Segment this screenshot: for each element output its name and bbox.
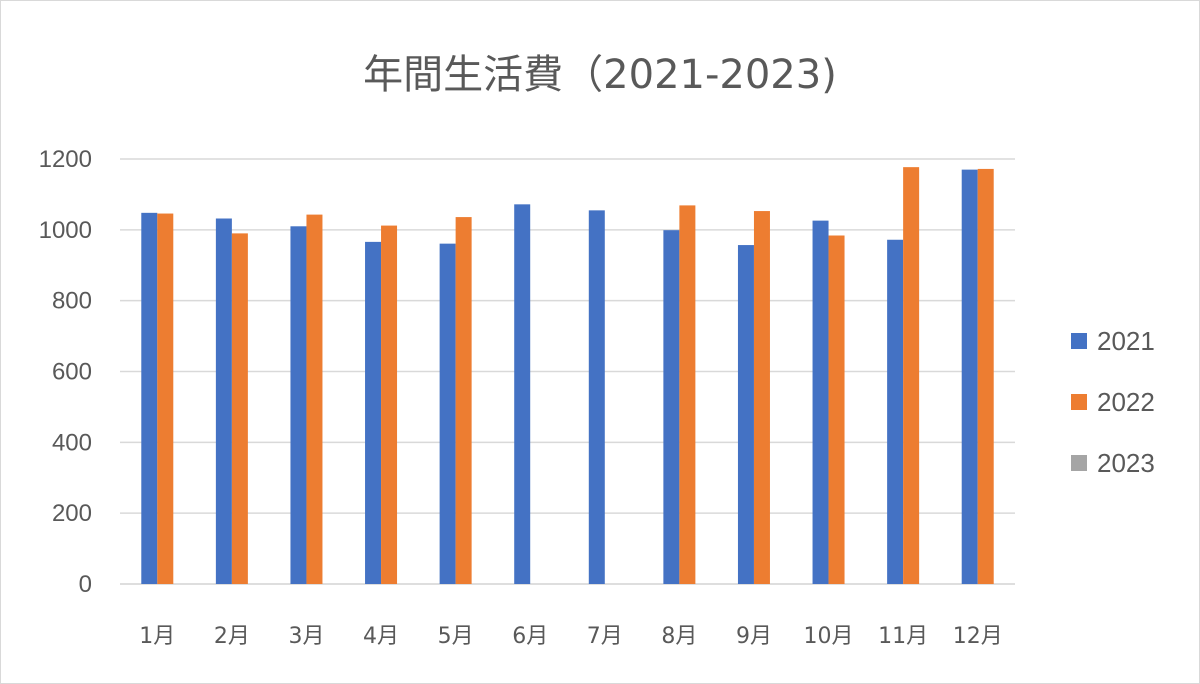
bar-2021-2月 xyxy=(215,218,232,584)
bar-2021-6月 xyxy=(514,204,531,585)
x-tick-label: 9月 xyxy=(736,624,772,649)
bar-2022-2月 xyxy=(231,233,248,584)
x-axis-category-labels: 1月 2月 3月 4月 5月 6月 7月 8月 9月 10月 11月 12月 xyxy=(139,624,1002,649)
bar-2021-11月 xyxy=(887,239,904,584)
x-tick-label: 10月 xyxy=(804,624,854,649)
bar-2022-10月 xyxy=(828,235,845,584)
bars xyxy=(141,167,994,585)
bar-2022-5月 xyxy=(455,217,472,585)
legend-swatch-2022 xyxy=(1071,394,1087,410)
x-tick-label: 8月 xyxy=(661,624,697,649)
bar-2022-12月 xyxy=(977,168,994,584)
bar-2022-1月 xyxy=(157,213,174,584)
x-tick-label: 3月 xyxy=(288,624,324,649)
bar-2021-1月 xyxy=(141,212,158,585)
legend: 2021 2022 2023 xyxy=(1071,326,1155,478)
bar-2022-4月 xyxy=(381,225,398,585)
x-tick-label: 1月 xyxy=(139,624,175,649)
y-tick-label: 1200 xyxy=(39,146,92,173)
legend-label: 2022 xyxy=(1097,387,1155,417)
bar-2021-12月 xyxy=(961,169,978,584)
bar-2022-8月 xyxy=(679,205,696,585)
x-tick-label: 11月 xyxy=(878,624,928,649)
bar-2022-9月 xyxy=(753,211,770,584)
bar-2021-10月 xyxy=(812,220,829,584)
x-tick-label: 2月 xyxy=(214,624,250,649)
bar-2022-11月 xyxy=(903,167,920,585)
chart-title: 年間生活費（2021-2023) xyxy=(363,52,837,98)
y-axis-tick-labels: 0 200 400 600 800 1000 1200 xyxy=(39,146,92,598)
gridlines xyxy=(120,158,1015,585)
bar-2021-4月 xyxy=(365,241,382,584)
y-tick-label: 0 xyxy=(79,571,92,598)
x-tick-label: 12月 xyxy=(953,624,1003,649)
x-tick-label: 4月 xyxy=(363,624,399,649)
x-tick-label: 5月 xyxy=(438,624,474,649)
y-tick-label: 200 xyxy=(52,500,92,527)
bar-2022-3月 xyxy=(306,214,323,584)
y-tick-label: 600 xyxy=(52,359,92,386)
legend-swatch-2023 xyxy=(1071,455,1087,471)
x-tick-label: 6月 xyxy=(512,624,548,649)
legend-swatch-2021 xyxy=(1071,333,1087,349)
y-tick-label: 800 xyxy=(52,288,92,315)
y-tick-label: 1000 xyxy=(39,217,92,244)
bar-2021-5月 xyxy=(439,243,456,585)
x-tick-label: 7月 xyxy=(587,624,623,649)
bar-2021-9月 xyxy=(737,245,754,584)
bar-2021-7月 xyxy=(588,210,605,584)
bar-2021-8月 xyxy=(663,230,680,584)
y-tick-label: 400 xyxy=(52,429,92,456)
legend-label: 2021 xyxy=(1097,326,1155,356)
legend-label: 2023 xyxy=(1097,448,1155,478)
bar-2021-3月 xyxy=(290,226,307,584)
